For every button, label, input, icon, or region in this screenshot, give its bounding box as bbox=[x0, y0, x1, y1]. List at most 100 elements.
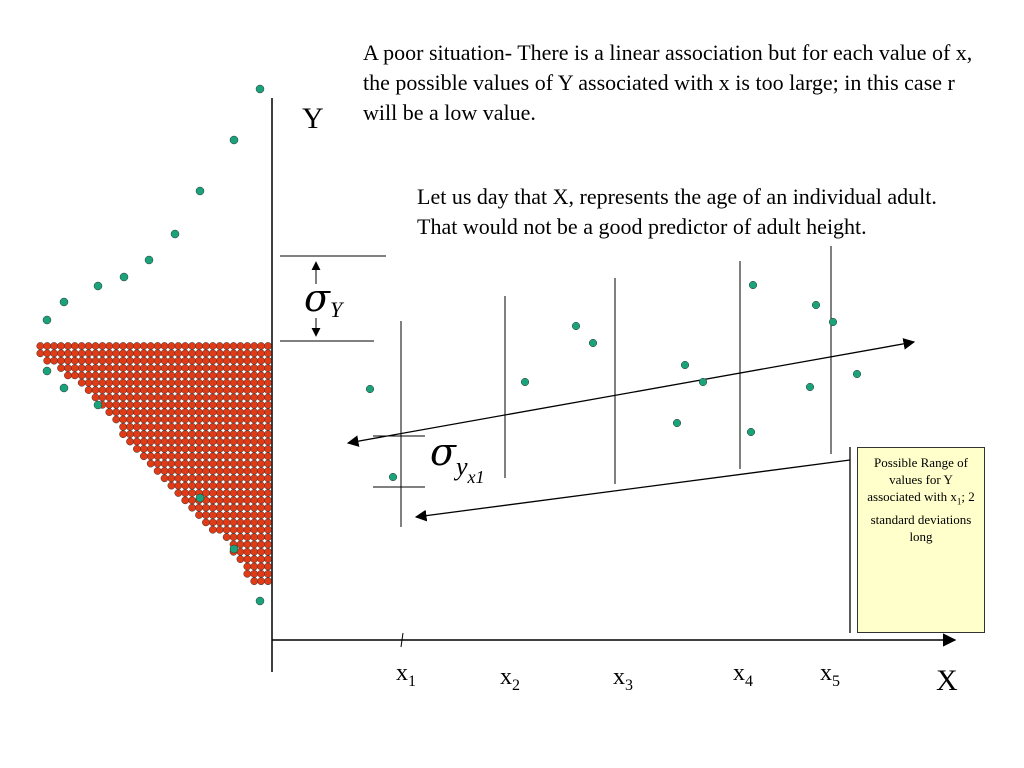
red-dot bbox=[222, 430, 231, 439]
red-dot bbox=[208, 393, 217, 402]
red-dot bbox=[160, 400, 169, 409]
red-dot bbox=[257, 555, 265, 564]
red-dot bbox=[257, 474, 265, 483]
red-dot bbox=[105, 408, 114, 416]
red-dot bbox=[50, 356, 58, 365]
red-dot bbox=[243, 445, 252, 453]
red-dot bbox=[236, 489, 245, 497]
red-dot bbox=[174, 378, 183, 387]
red-dot bbox=[264, 364, 272, 372]
red-dot bbox=[264, 386, 272, 394]
red-dot bbox=[105, 364, 114, 372]
red-dot bbox=[119, 423, 127, 431]
red-dot bbox=[112, 408, 121, 416]
red-dot bbox=[264, 408, 272, 416]
red-dot bbox=[250, 342, 259, 350]
red-dot bbox=[133, 342, 141, 350]
red-dot bbox=[188, 415, 196, 424]
red-dot bbox=[222, 342, 231, 350]
red-dot bbox=[153, 364, 162, 372]
callout-pointer-arrow bbox=[414, 459, 851, 522]
red-dot bbox=[174, 349, 183, 358]
red-dot bbox=[119, 400, 127, 409]
green-dot bbox=[255, 596, 265, 606]
red-dot bbox=[250, 452, 259, 461]
red-dot bbox=[236, 393, 245, 402]
red-dot bbox=[264, 547, 272, 556]
red-dot bbox=[160, 408, 169, 416]
red-dot bbox=[119, 393, 127, 402]
red-dot bbox=[208, 481, 217, 490]
red-dot bbox=[146, 415, 155, 424]
red-dot bbox=[126, 356, 134, 365]
red-dot bbox=[243, 496, 252, 505]
red-dot bbox=[146, 408, 155, 416]
red-dot bbox=[91, 393, 100, 402]
red-dot bbox=[146, 400, 155, 409]
red-dot bbox=[195, 349, 203, 358]
red-dot bbox=[202, 430, 210, 439]
green-dot bbox=[93, 281, 103, 291]
red-dot bbox=[264, 467, 272, 475]
red-dot bbox=[243, 562, 252, 571]
red-dot bbox=[160, 415, 169, 424]
red-dot bbox=[208, 474, 217, 483]
red-dot bbox=[257, 547, 265, 556]
red-dot bbox=[264, 459, 272, 468]
red-dot bbox=[146, 364, 155, 372]
red-dot bbox=[243, 503, 252, 512]
red-dot bbox=[243, 400, 252, 409]
red-dot bbox=[257, 525, 265, 534]
red-dot bbox=[105, 386, 114, 394]
red-dot bbox=[202, 408, 210, 416]
green-dot bbox=[93, 400, 103, 410]
red-dot bbox=[188, 386, 196, 394]
red-dot bbox=[202, 452, 210, 461]
red-dot bbox=[264, 349, 272, 358]
red-dot bbox=[160, 386, 169, 394]
red-dot bbox=[208, 467, 217, 475]
red-dot bbox=[208, 415, 217, 424]
red-dot bbox=[250, 540, 259, 549]
red-dot bbox=[208, 378, 217, 387]
red-dot bbox=[250, 364, 259, 372]
red-dot bbox=[181, 459, 190, 468]
red-dot bbox=[257, 364, 265, 372]
red-dot bbox=[243, 555, 252, 564]
red-dot bbox=[257, 356, 265, 365]
red-dot bbox=[174, 452, 183, 461]
red-dot bbox=[257, 489, 265, 497]
red-dot bbox=[126, 378, 134, 387]
red-dot bbox=[112, 415, 121, 424]
red-dot bbox=[250, 467, 259, 475]
red-dot bbox=[84, 342, 93, 350]
red-dot bbox=[84, 386, 93, 394]
red-dot bbox=[139, 342, 148, 350]
red-dot bbox=[243, 430, 252, 439]
red-dot bbox=[139, 415, 148, 424]
red-dot bbox=[181, 349, 190, 358]
red-dot bbox=[215, 356, 224, 365]
red-dot bbox=[250, 371, 259, 380]
red-dot bbox=[208, 511, 217, 519]
scatter-dot bbox=[698, 377, 708, 387]
red-dot bbox=[208, 452, 217, 461]
red-dot bbox=[229, 430, 238, 439]
red-dot bbox=[153, 467, 162, 475]
red-dot bbox=[174, 437, 183, 446]
red-dot bbox=[257, 349, 265, 358]
red-dot bbox=[167, 386, 176, 394]
red-dot bbox=[146, 430, 155, 439]
red-dot bbox=[105, 342, 114, 350]
red-dot bbox=[264, 525, 272, 534]
red-dot bbox=[222, 371, 231, 380]
red-dot bbox=[146, 452, 155, 461]
red-dot bbox=[208, 364, 217, 372]
red-dot bbox=[208, 400, 217, 409]
red-dot bbox=[153, 415, 162, 424]
red-dot bbox=[236, 371, 245, 380]
red-dot bbox=[202, 423, 210, 431]
red-dot bbox=[215, 364, 224, 372]
red-dot bbox=[257, 430, 265, 439]
red-dot bbox=[236, 356, 245, 365]
